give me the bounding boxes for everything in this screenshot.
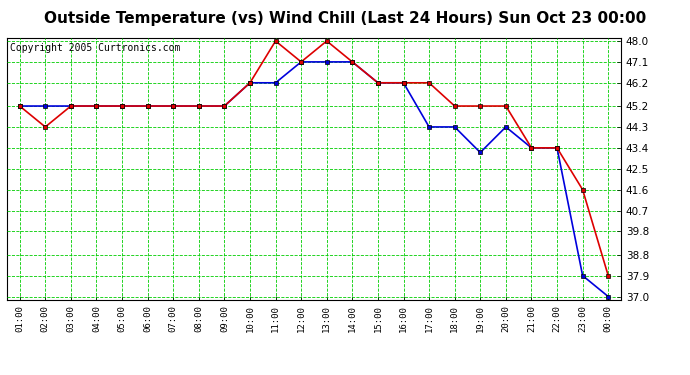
Text: Outside Temperature (vs) Wind Chill (Last 24 Hours) Sun Oct 23 00:00: Outside Temperature (vs) Wind Chill (Las… xyxy=(44,11,646,26)
Text: Copyright 2005 Curtronics.com: Copyright 2005 Curtronics.com xyxy=(10,43,180,53)
